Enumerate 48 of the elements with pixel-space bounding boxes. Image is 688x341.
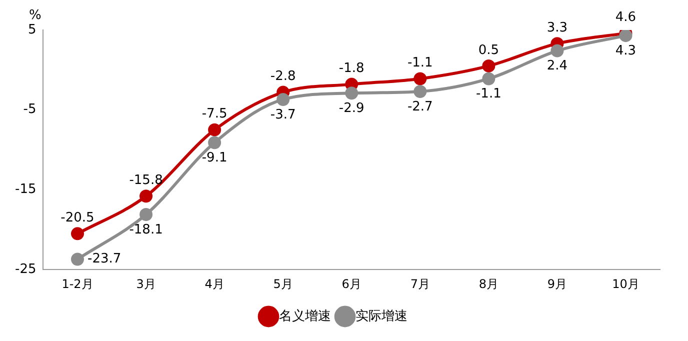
point [140, 190, 153, 203]
data-label: -9.1 [202, 150, 228, 166]
point [414, 85, 427, 98]
data-label: 4.3 [615, 43, 636, 58]
data-label: -2.8 [270, 69, 296, 84]
point [482, 59, 496, 72]
y-tick-label: -25 [15, 262, 36, 277]
data-label: -18.1 [129, 222, 163, 238]
point [71, 252, 84, 266]
y-axis-title: % [29, 8, 42, 23]
data-label: -7.5 [202, 106, 228, 122]
x-tick-label: 10月 [612, 276, 640, 291]
data-label: 0.5 [478, 42, 500, 58]
x-tick-label: 8月 [478, 276, 498, 291]
x-tick-label: 4月 [204, 276, 224, 291]
y-tick-label: 5 [28, 22, 36, 38]
point [276, 92, 290, 106]
point [71, 227, 84, 240]
legend-label: 名义增速 [279, 308, 331, 324]
data-label: -23.7 [88, 252, 122, 267]
point [619, 30, 632, 42]
data-label: -1.1 [476, 86, 502, 102]
data-label: -2.7 [407, 99, 433, 114]
x-tick-label: 3月 [136, 276, 156, 291]
data-label: -15.8 [129, 173, 163, 188]
point [482, 72, 496, 86]
point [345, 86, 358, 100]
x-tick-label: 9月 [547, 276, 568, 291]
data-label: -3.7 [270, 107, 296, 122]
data-label: -2.9 [338, 100, 364, 116]
point [208, 123, 222, 136]
data-label: -20.5 [60, 210, 94, 226]
y-tick-label: -5 [23, 102, 36, 118]
data-label: 2.4 [546, 58, 568, 74]
x-tick-label: 6月 [342, 276, 362, 291]
point [414, 72, 427, 86]
point [550, 44, 564, 58]
data-label: 3.3 [546, 20, 568, 36]
data-label: 4.6 [615, 10, 636, 26]
point [140, 208, 153, 221]
data-label: -1.8 [338, 61, 364, 76]
y-tick-label: -15 [15, 182, 36, 198]
point [208, 136, 222, 150]
data-label: -1.1 [407, 56, 433, 71]
x-tick-label: 1-2月 [62, 276, 94, 291]
x-tick-label: 5月 [273, 276, 293, 291]
x-tick-label: 7月 [410, 276, 430, 291]
legend-label: 实际增速 [356, 308, 408, 324]
